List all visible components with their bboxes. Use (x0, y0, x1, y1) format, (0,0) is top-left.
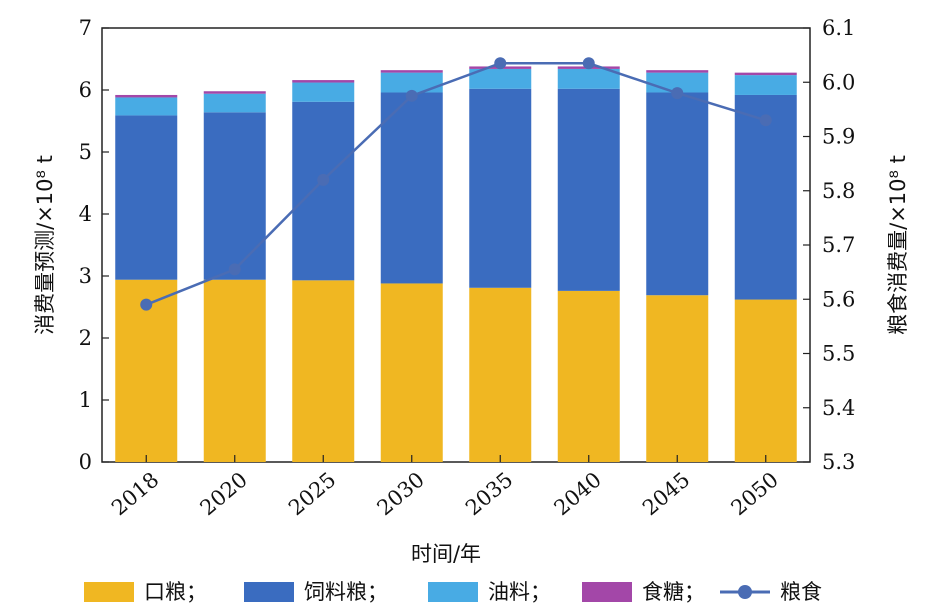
bar-siliaoliang-2018 (115, 115, 178, 280)
y-right-tick-label-5.9: 5.9 (822, 125, 855, 149)
legend-label-shitang: 食糖； (642, 580, 705, 604)
bars (115, 66, 797, 462)
bar-youliao-2020 (203, 93, 266, 113)
bar-siliaoliang-2020 (203, 112, 266, 280)
y-right-tick-label-5.7: 5.7 (822, 233, 855, 257)
bar-siliaoliang-2050 (734, 94, 797, 300)
bar-shitang-2045 (646, 70, 709, 73)
y-right-tick-label-6.0: 6.0 (822, 70, 855, 94)
line-layer (140, 57, 772, 311)
y-left-tick-label-0: 0 (79, 450, 92, 474)
x-tick-label-2020: 2020 (196, 467, 252, 520)
legend-label-siliaoliang: 饲料粮； (304, 580, 388, 604)
point-liangshi-2050 (759, 114, 772, 127)
bar-kouliang-2050 (734, 299, 797, 462)
x-axis-label: 时间/年 (411, 542, 481, 566)
y-axis-left-label: 消费量预测/×10⁸ t (33, 155, 57, 335)
y-right-tick-label-5.5: 5.5 (822, 342, 855, 366)
bar-youliao-2018 (115, 97, 178, 116)
bar-kouliang-2040 (557, 290, 620, 462)
point-liangshi-2025 (317, 173, 330, 186)
y-left-tick-label-5: 5 (79, 140, 92, 164)
axes (102, 27, 810, 463)
bar-youliao-2035 (469, 68, 532, 89)
legend-label-youliao: 油料； (488, 580, 551, 604)
x-tick-labels: 2018 2020 2025 2030 2035 2040 2045 2050 (107, 467, 783, 520)
legend: 口粮； 饲料粮； 油料； 食糖； 粮食 (84, 580, 822, 604)
bar-youliao-2040 (557, 68, 620, 89)
bar-kouliang-2025 (292, 280, 355, 462)
bar-siliaoliang-2035 (469, 88, 532, 288)
point-liangshi-2030 (405, 89, 418, 102)
x-tick-label-2025: 2025 (284, 467, 340, 520)
x-tick-label-2050: 2050 (727, 467, 783, 520)
bar-shitang-2030 (380, 70, 443, 73)
point-liangshi-2020 (228, 263, 241, 276)
y-right-tick-label-5.6: 5.6 (822, 287, 855, 311)
point-liangshi-2018 (140, 298, 153, 311)
y-left-tick-label-2: 2 (79, 326, 92, 350)
x-tick-label-2018: 2018 (107, 467, 163, 520)
y-axis-right-label: 粮食消费量/×10⁸ t (886, 155, 910, 335)
legend-swatch-shitang (582, 582, 632, 602)
bar-siliaoliang-2030 (380, 92, 443, 284)
y-left-tick-label-3: 3 (79, 264, 92, 288)
bar-shitang-2018 (115, 94, 178, 98)
y-right-tick-label-6.1: 6.1 (822, 16, 855, 40)
x-tick-label-2040: 2040 (550, 467, 606, 520)
bar-siliaoliang-2040 (557, 88, 620, 291)
bar-kouliang-2030 (380, 283, 443, 462)
bar-kouliang-2035 (469, 287, 532, 462)
x-tick-label-2035: 2035 (461, 467, 517, 520)
bar-youliao-2025 (292, 82, 355, 102)
legend-marker-liangshi (738, 585, 752, 599)
y-left-tick-label-6: 6 (79, 78, 92, 102)
bar-siliaoliang-2025 (292, 101, 355, 281)
bar-youliao-2050 (734, 75, 797, 95)
y-left-tick-label-1: 1 (79, 388, 92, 412)
legend-swatch-siliaoliang (244, 582, 294, 602)
bar-shitang-2050 (734, 72, 797, 76)
y-left-tick-labels: 0 1 2 3 4 5 6 7 (79, 16, 92, 474)
legend-swatch-kouliang (84, 582, 134, 602)
bar-kouliang-2020 (203, 279, 266, 462)
bar-shitang-2025 (292, 80, 355, 83)
point-liangshi-2045 (671, 87, 684, 100)
x-tick-label-2045: 2045 (638, 467, 694, 520)
bar-shitang-2020 (203, 91, 266, 94)
y-right-tick-label-5.3: 5.3 (822, 450, 855, 474)
legend-label-kouliang: 口粮； (144, 580, 207, 604)
point-liangshi-2040 (582, 57, 595, 70)
y-right-tick-label-5.4: 5.4 (822, 396, 855, 420)
legend-swatch-youliao (428, 582, 478, 602)
bar-siliaoliang-2045 (646, 92, 709, 296)
point-liangshi-2035 (494, 57, 507, 70)
y-left-tick-label-7: 7 (79, 16, 92, 40)
legend-label-liangshi: 粮食 (780, 580, 822, 604)
line-liangshi (145, 62, 767, 306)
bar-kouliang-2045 (646, 295, 709, 462)
y-left-tick-label-4: 4 (79, 202, 92, 226)
y-right-tick-labels: 5.3 5.4 5.5 5.6 5.7 5.8 5.9 6.0 6.1 (822, 16, 855, 474)
bar-youliao-2030 (380, 72, 443, 93)
y-right-tick-label-5.8: 5.8 (822, 179, 855, 203)
x-tick-label-2030: 2030 (373, 467, 429, 520)
